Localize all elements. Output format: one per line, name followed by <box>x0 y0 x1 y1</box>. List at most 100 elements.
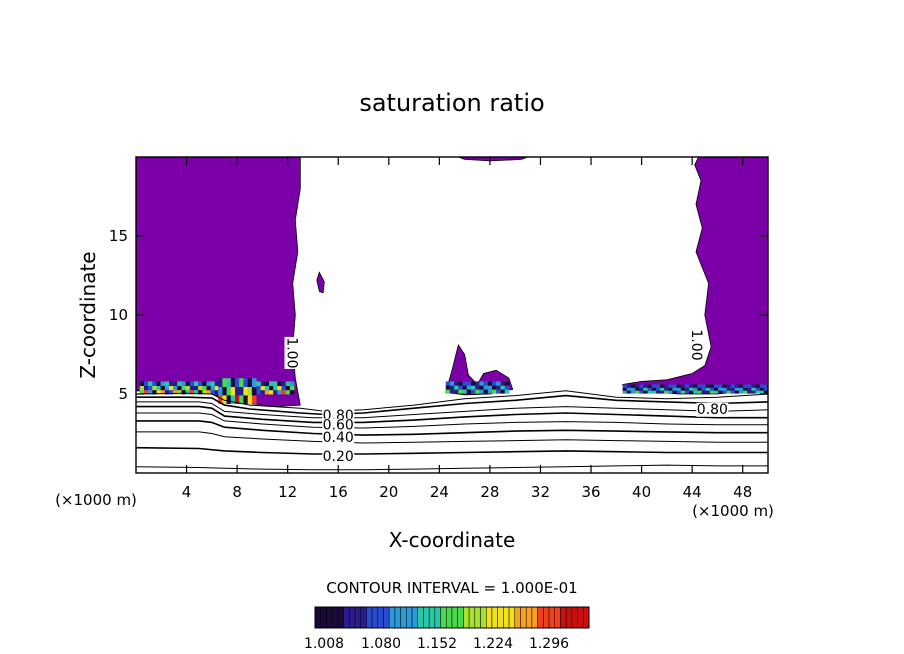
enhanced-cell <box>449 389 455 394</box>
enhanced-cell <box>738 387 744 391</box>
enhanced-cell <box>139 389 145 395</box>
enhanced-cell <box>462 385 468 390</box>
enhanced-cell <box>759 390 765 394</box>
enhanced-cell <box>169 381 174 386</box>
enhanced-cell <box>751 387 756 391</box>
contour-value-label: 1.00 <box>283 337 299 368</box>
enhanced-cell <box>734 387 740 391</box>
enhanced-cell <box>277 385 282 391</box>
enhanced-cell <box>496 385 501 390</box>
enhanced-cell <box>164 389 170 395</box>
enhanced-cell <box>647 384 653 388</box>
enhanced-cell <box>202 385 207 391</box>
enhanced-cell <box>622 390 628 394</box>
y-tick-label: 15 <box>109 227 128 245</box>
enhanced-cell <box>630 390 636 394</box>
enhanced-cell <box>504 381 510 386</box>
contour-line-0.5 <box>136 412 768 429</box>
enhanced-cell <box>462 389 468 394</box>
enhanced-cell <box>269 385 274 391</box>
enhanced-cell <box>701 387 707 391</box>
enhanced-cell <box>693 390 698 394</box>
enhanced-cell <box>458 389 463 394</box>
enhanced-cell <box>177 389 182 395</box>
enhanced-cell <box>697 384 702 388</box>
enhanced-cell <box>743 390 748 394</box>
enhanced-cell <box>144 381 149 386</box>
colorbar-cell <box>571 606 578 629</box>
colorbar-cell <box>354 606 361 629</box>
enhanced-cell <box>672 390 678 394</box>
enhanced-cell <box>251 395 257 404</box>
enhanced-cell <box>714 384 719 388</box>
enhanced-cell <box>139 385 145 391</box>
enhanced-cell <box>668 384 673 388</box>
enhanced-cell <box>210 385 216 391</box>
enhanced-cell <box>747 387 752 391</box>
enhanced-cell <box>206 381 212 386</box>
colorbar-cell <box>577 606 584 629</box>
enhanced-cell <box>718 390 723 394</box>
enhanced-cell <box>194 389 199 395</box>
contour-label-background <box>322 431 355 446</box>
enhanced-cell <box>264 381 270 386</box>
enhanced-cell <box>164 381 170 386</box>
enhanced-cell <box>651 390 657 394</box>
colorbar-cell <box>525 606 533 629</box>
enhanced-cell <box>218 386 223 396</box>
contour-label-background <box>696 402 729 417</box>
enhanced-cell <box>655 390 661 394</box>
enhanced-cell <box>185 389 191 395</box>
x-axis-label: X-coordinate <box>389 528 516 552</box>
enhanced-cell <box>718 384 723 388</box>
enhanced-cell <box>738 384 744 388</box>
enhanced-cell <box>239 395 244 404</box>
colorbar-cell <box>560 606 567 629</box>
contour-line-0.6 <box>136 405 768 424</box>
colorbar-cell <box>343 606 350 629</box>
colorbar-cell <box>497 606 504 629</box>
y-tick-label: 10 <box>109 306 128 324</box>
plot-area: 1.00 1.000.800.600.400.200.80 4 8 12 16 20 24 2… <box>109 156 769 501</box>
enhanced-cell <box>169 389 174 395</box>
enhanced-cell <box>194 385 199 391</box>
enhanced-cell <box>664 387 669 391</box>
enhanced-cell <box>185 385 191 391</box>
colorbar-cell <box>491 606 498 629</box>
enhanced-cell <box>487 381 493 386</box>
enhanced-cell <box>684 390 690 394</box>
enhanced-cell <box>647 390 653 394</box>
enhanced-cell <box>626 387 632 391</box>
enhanced-cell <box>289 385 295 391</box>
enhanced-cell <box>218 378 223 387</box>
contour-line-0.4 <box>136 420 768 436</box>
colorbar-cell <box>383 606 390 629</box>
enhanced-cell <box>479 389 484 394</box>
enhanced-cell <box>701 384 707 388</box>
enhanced-cell <box>230 378 236 387</box>
enhanced-cell <box>202 389 207 395</box>
colorbar-cell <box>406 606 413 629</box>
enhanced-cell <box>664 390 669 394</box>
enhanced-cell <box>160 381 166 386</box>
x-unit-label-left: (×1000 m) <box>55 491 137 509</box>
enhanced-cell <box>705 390 711 394</box>
enhanced-cell <box>243 395 248 404</box>
contour-line-0.7 <box>136 401 769 419</box>
enhanced-cell <box>504 385 510 390</box>
x-tick-label: 16 <box>329 483 348 501</box>
enhanced-cell <box>672 384 678 388</box>
enhanced-cell <box>285 389 291 395</box>
enhanced-cell <box>466 385 472 390</box>
colorbar-label-1: 1.080 <box>361 636 401 652</box>
enhanced-cell <box>684 387 690 391</box>
contour-line-0.3 <box>136 431 768 444</box>
colorbar-cell <box>554 606 561 629</box>
contour-line-0.2 <box>135 446 768 455</box>
y-tick-label: 5 <box>118 385 128 403</box>
x-tick-label: 12 <box>278 483 297 501</box>
enhanced-cell <box>500 389 506 394</box>
enhanced-cell <box>647 387 653 391</box>
x-tick-label: 44 <box>683 483 702 501</box>
